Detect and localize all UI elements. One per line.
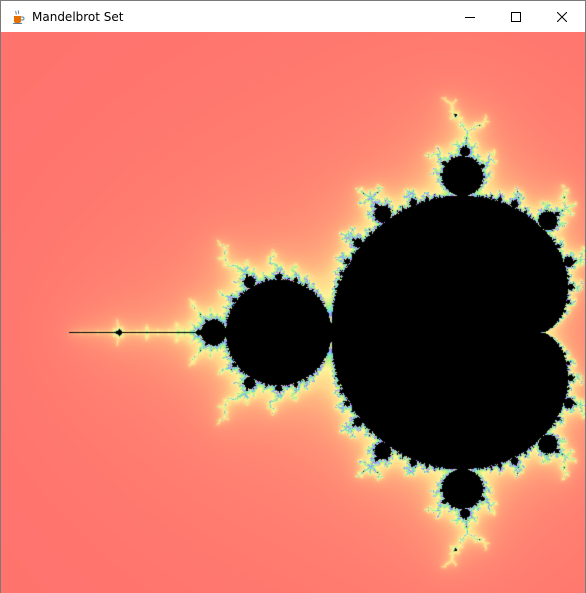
window-controls [447, 1, 585, 32]
mandelbrot-panel[interactable] [1, 32, 585, 593]
maximize-icon [511, 11, 521, 22]
java-cup-icon [13, 9, 25, 24]
close-button[interactable] [539, 1, 585, 32]
maximize-button[interactable] [493, 1, 539, 32]
mandelbrot-canvas[interactable] [1, 32, 585, 593]
window-title: Mandelbrot Set [32, 9, 124, 24]
minimize-button[interactable] [447, 1, 493, 32]
close-icon [557, 11, 567, 22]
minimize-icon [465, 16, 475, 18]
title-bar[interactable]: Mandelbrot Set [1, 1, 585, 32]
